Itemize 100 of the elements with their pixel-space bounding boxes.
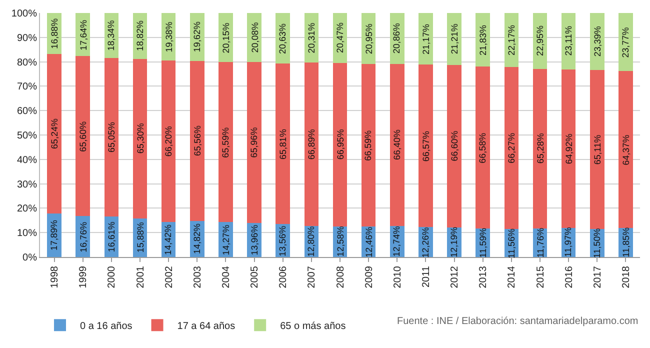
x-tick-label: 2013 [478,266,490,288]
bar [561,69,576,228]
bar [104,58,119,216]
data-label: 65,96% [248,127,259,158]
data-label: 20,15% [221,22,232,54]
bar [361,64,376,227]
legend-label: 0 a 16 años [80,321,132,332]
y-tick-label: 60% [16,106,38,118]
data-label: 66,95% [335,129,346,160]
data-label: 11,59% [478,228,488,258]
x-tick-label: 2016 [564,266,575,288]
data-label: 23,11% [563,26,574,56]
data-label: 23,77% [620,27,631,58]
x-tick-label: 1999 [78,266,90,288]
data-label: 21,83% [478,24,488,56]
data-label: 65,24% [50,118,60,150]
y-tick-label: 10% [16,228,38,240]
bar [504,67,519,229]
data-label: 14,82% [192,224,202,254]
data-label: 64,92% [564,134,574,164]
data-label: 64,37% [621,134,632,166]
x-tick-label: 2015 [535,266,546,288]
data-label: 66,59% [363,130,374,161]
y-tick-label: 90% [16,32,38,44]
data-label: 20,95% [364,24,374,54]
data-label: 12,26% [420,227,431,258]
data-label: 65,59% [220,127,231,158]
x-tick-label: 2018 [620,266,632,288]
data-label: 20,86% [392,23,402,54]
data-label: 14,42% [163,224,174,255]
data-label: 11,76% [535,228,546,258]
x-tick-label: 2003 [192,266,204,288]
data-label: 12,80% [306,226,316,257]
x-tick-label: 1998 [50,266,61,288]
x-tick-label: 2005 [250,266,261,288]
data-label: 19,38% [164,22,174,52]
data-label: 66,40% [392,130,402,160]
data-label: 17,89% [49,220,60,250]
legend-label: 17 a 64 años [177,321,236,332]
x-tick-label: 2000 [106,266,118,288]
data-label: 15,88% [135,222,146,253]
data-label: 66,57% [420,131,431,162]
y-tick-label: 0% [22,252,38,264]
data-label: 18,82% [135,20,146,51]
data-label: 16,88% [50,18,60,49]
x-tick-label: 2004 [220,266,232,288]
y-tick-label: 50% [16,130,38,142]
bar [76,56,90,216]
data-label: 65,28% [535,133,546,164]
data-label: 65,30% [135,123,146,154]
x-tick-label: 2006 [278,266,290,288]
bar [532,69,548,228]
bar [161,60,176,222]
x-tick-label: 2012 [450,266,461,288]
bar [418,13,433,65]
data-label: 65,11% [592,134,603,165]
data-label: 20,63% [278,24,288,54]
bar [47,54,62,214]
bar [447,13,462,65]
x-tick-label: 2017 [592,266,604,288]
data-label: 13,96% [249,224,260,256]
y-tick-label: 40% [16,154,38,166]
bar [618,13,633,72]
data-label: 66,89% [306,129,316,160]
data-label: 22,17% [506,24,516,56]
bar [132,58,148,218]
bar [447,64,462,228]
x-tick-label: 2002 [164,266,175,288]
bar [276,63,290,224]
y-tick-label: 100% [11,8,38,20]
data-label: 65,56% [192,125,202,156]
bar [590,70,604,229]
data-label: 21,21% [449,24,460,54]
bar [618,71,633,228]
data-label: 66,58% [477,132,488,164]
data-label: 66,60% [449,130,460,162]
data-label: 14,27% [221,224,232,256]
bar [304,62,319,226]
bar [247,62,262,223]
data-label: 22,95% [534,25,545,56]
bar [332,62,348,226]
x-tick-label: 2009 [364,266,375,288]
data-label: 66,27% [506,132,516,164]
data-label: 23,39% [592,26,603,57]
data-label: 11,56% [506,228,517,258]
source-note: Fuente : INE / Elaboración: santamariadelparamo.com [397,316,638,327]
legend-label: 65 o más años [280,321,346,332]
bar [190,60,204,221]
bar [418,64,433,228]
x-tick-label: 2001 [135,266,146,288]
data-label: 12,19% [449,226,460,258]
data-label: 20,31% [306,22,317,54]
data-label: 16,76% [78,222,88,252]
data-label: 17,64% [78,20,88,50]
bar [390,64,404,226]
bar [218,62,233,222]
data-label: 65,05% [106,122,116,153]
data-label: 21,17% [420,24,431,55]
data-label: 12,46% [364,226,374,258]
data-label: 20,47% [335,22,346,53]
